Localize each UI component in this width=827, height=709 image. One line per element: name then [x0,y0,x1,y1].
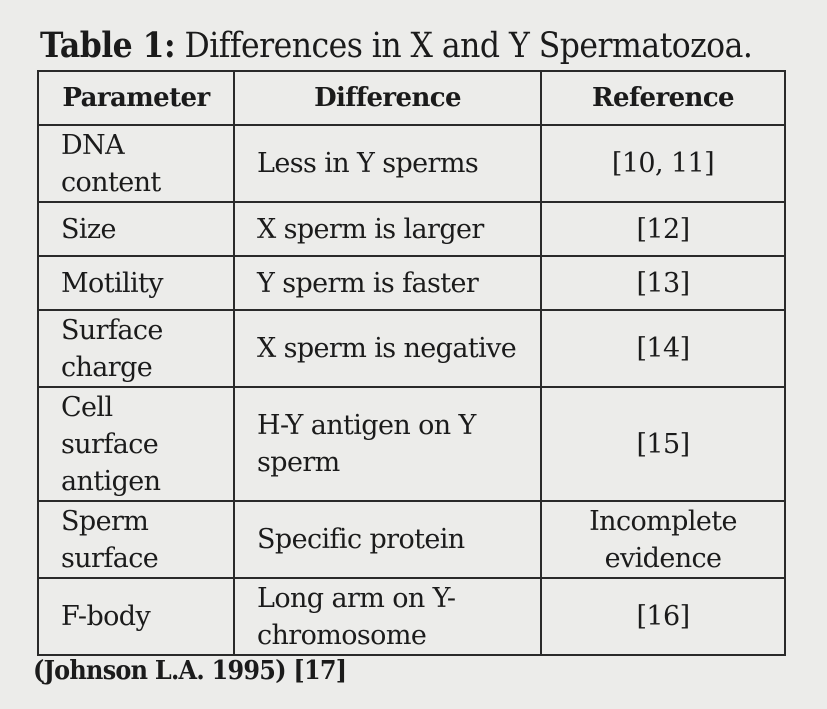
cell-parameter-text: DNA content [61,129,161,198]
cell-difference: Long arm on Y-chromosome [233,577,542,656]
cell-difference: X sperm is negative [233,309,542,388]
cell-reference-text: [16] [636,601,690,632]
table-header-row: Parameter Difference Reference [37,70,786,126]
cell-parameter: Cell surface antigen [37,386,235,502]
cell-reference: [14] [540,309,786,388]
cell-difference-text: X sperm is larger [257,213,484,245]
cell-parameter-text: Size [61,213,117,245]
cell-reference: [15] [540,386,786,502]
source-citation: (Johnson L.A. 1995) [17] [33,656,347,686]
cell-difference-text: Less in Y sperms [257,148,479,179]
cell-parameter: Sperm surface [37,500,235,579]
cell-difference-text: H-Y antigen on Y sperm [257,410,476,478]
caption-text: Differences in X and Y Spermatozoa. [175,26,753,66]
cell-reference: Incomplete evidence [540,500,786,579]
cell-parameter: Size [37,201,235,257]
cell-parameter: Surface charge [37,309,235,388]
cell-parameter-text: F-body [61,601,151,632]
cell-difference: Less in Y sperms [233,124,542,203]
cell-difference: X sperm is larger [233,201,542,257]
table-row: DNA content Less in Y sperms [10, 11] [37,124,786,203]
cell-reference-text: [15] [636,428,690,460]
cell-difference-text: Specific protein [257,524,465,555]
cell-reference-text: [13] [636,267,690,299]
cell-difference: Specific protein [233,500,542,579]
cell-reference: [16] [540,577,786,656]
cell-reference: [10, 11] [540,124,786,203]
header-parameter: Parameter [37,70,235,126]
cell-difference-text: X sperm is negative [257,333,517,364]
cell-reference-text: [12] [636,213,690,245]
cell-parameter-text: Cell surface antigen [61,391,161,497]
cell-reference-text: [14] [636,333,690,364]
cell-difference: H-Y antigen on Y sperm [233,386,542,502]
table-row: Sperm surface Specific protein Incomplet… [37,500,786,579]
caption-label: Table 1: [40,25,176,66]
cell-parameter-text: Surface charge [61,314,163,383]
cell-reference: [12] [540,201,786,257]
table-row: Surface charge X sperm is negative [14] [37,309,786,388]
cell-difference: Y sperm is faster [233,255,542,311]
cell-parameter: Motility [37,255,235,311]
table-caption: Table 1: Differences in X and Y Spermato… [40,22,753,70]
header-difference: Difference [233,70,542,126]
table-row: Size X sperm is larger [12] [37,201,786,257]
cell-parameter-text: Sperm surface [61,505,159,574]
cell-reference: [13] [540,255,786,311]
cell-parameter: DNA content [37,124,235,203]
cell-difference-text: Y sperm is faster [257,267,479,299]
header-reference: Reference [540,70,786,126]
cell-parameter: F-body [37,577,235,656]
cell-reference-text: [10, 11] [611,148,715,179]
differences-table: Parameter Difference Reference DNA conte… [37,70,786,656]
cell-difference-text: Long arm on Y-chromosome [257,582,456,651]
table-row: F-body Long arm on Y-chromosome [16] [37,577,786,656]
cell-reference-text: Incomplete evidence [589,505,737,574]
table-row: Motility Y sperm is faster [13] [37,255,786,311]
table-row: Cell surface antigen H-Y antigen on Y sp… [37,386,786,502]
cell-parameter-text: Motility [61,267,164,299]
